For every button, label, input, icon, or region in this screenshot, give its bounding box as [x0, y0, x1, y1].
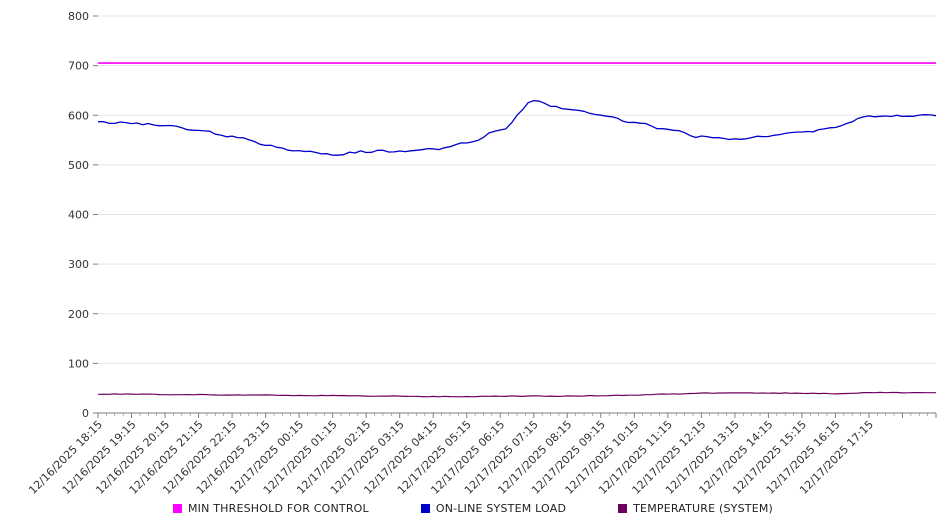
y-tick-label: 600: [68, 109, 89, 122]
legend-label-system-load: ON-LINE SYSTEM LOAD: [435, 501, 567, 515]
legend-swatch-min-threshold: [172, 503, 182, 513]
legend-item-min-threshold: MIN THRESHOLD FOR CONTROL: [172, 501, 369, 515]
legend-swatch-temperature: [618, 503, 628, 513]
y-tick-label: 500: [68, 159, 89, 172]
y-tick-label: 400: [68, 209, 89, 222]
y-axis: 0 100 200 300 400 500 600 700 800: [68, 10, 98, 420]
y-tick-label: 700: [68, 60, 89, 73]
chart-legend: MIN THRESHOLD FOR CONTROL ON-LINE SYSTEM…: [0, 498, 946, 518]
y-tick-label: 300: [68, 258, 89, 271]
legend-label-min-threshold: MIN THRESHOLD FOR CONTROL: [187, 501, 369, 515]
legend-swatch-system-load: [420, 503, 430, 513]
chart-canvas: 0 100 200 300 400 500 600 700 800 12/16/2025 18:1…: [26, 10, 937, 496]
legend-item-system-load: ON-LINE SYSTEM LOAD: [420, 501, 567, 515]
y-tick-label: 200: [68, 308, 89, 321]
series-line-on-line-system-load: [98, 99, 937, 156]
y-tick-label: 800: [68, 10, 89, 23]
x-axis: [97, 412, 937, 418]
y-tick-label: 100: [68, 357, 89, 370]
legend-item-temperature: TEMPERATURE (SYSTEM): [618, 502, 773, 515]
legend-label-temperature: TEMPERATURE (SYSTEM): [633, 501, 774, 515]
y-tick-label: 0: [82, 407, 89, 420]
y-gridlines: [98, 15, 936, 364]
series-line-temperature-system: [97, 391, 936, 398]
